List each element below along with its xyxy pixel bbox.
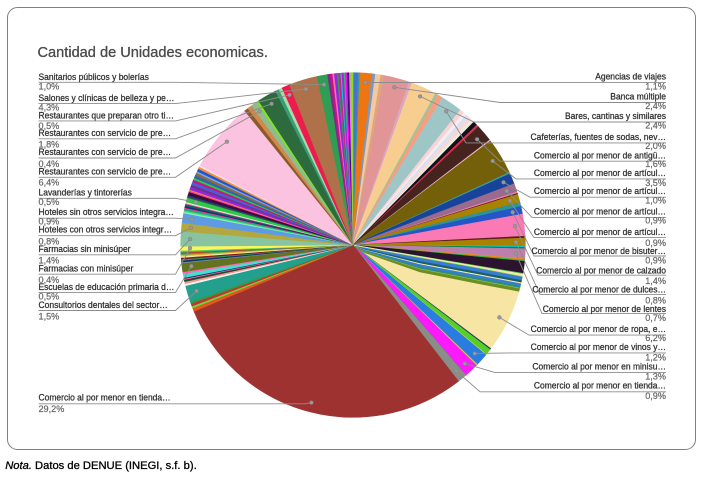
svg-text:1,4%: 1,4% [39, 255, 60, 266]
svg-text:Comercio al por menor de antig: Comercio al por menor de antigü… [534, 151, 666, 162]
svg-text:1,2%: 1,2% [645, 353, 666, 364]
svg-text:0,4%: 0,4% [39, 275, 60, 286]
svg-text:1,8%: 1,8% [39, 140, 60, 151]
svg-text:Comercio al por menor de bisut: Comercio al por menor de bisuter… [532, 246, 667, 257]
svg-text:Restaurantes con servicio de p: Restaurantes con servicio de pre… [39, 147, 172, 158]
svg-text:0,9%: 0,9% [39, 217, 60, 228]
svg-text:Consultorios dentales del sect: Consultorios dentales del sector… [39, 300, 168, 311]
svg-text:0,5%: 0,5% [39, 197, 60, 208]
svg-text:Comercio al por menor de artíc: Comercio al por menor de artícul… [534, 186, 666, 197]
svg-text:0,4%: 0,4% [39, 159, 60, 170]
svg-text:Cafeterías, fuentes de sodas,: Cafeterías, fuentes de sodas, nev… [531, 132, 667, 143]
svg-text:2,0%: 2,0% [645, 141, 666, 152]
svg-text:Hoteles sin otros servicios in: Hoteles sin otros servicios integra… [39, 207, 174, 218]
svg-text:Comercio al por menor de dulce: Comercio al por menor de dulces… [532, 285, 666, 296]
svg-text:Salones y clínicas de belleza: Salones y clínicas de belleza y pe… [39, 93, 175, 104]
svg-text:Comercio al por menor de calza: Comercio al por menor de calzado [536, 265, 666, 276]
svg-text:29,2%: 29,2% [39, 404, 65, 415]
svg-text:0,9%: 0,9% [645, 238, 666, 249]
svg-text:1,1%: 1,1% [645, 82, 666, 93]
svg-text:Comercio al por menor de lente: Comercio al por menor de lentes [543, 304, 666, 315]
svg-text:Restaurantes con servicio de p: Restaurantes con servicio de pre… [39, 128, 172, 139]
svg-text:Cantidad de Unidades economica: Cantidad de Unidades economicas. [38, 45, 268, 61]
svg-text:Comercio al por menor de vinos: Comercio al por menor de vinos y… [531, 342, 666, 353]
svg-text:0,5%: 0,5% [39, 121, 60, 132]
svg-text:1,3%: 1,3% [645, 372, 666, 383]
svg-text:Nota. Datos de DENUE (INEGI, s: Nota. Datos de DENUE (INEGI, s.f. b). [5, 460, 197, 472]
svg-text:Banca múltiple: Banca múltiple [610, 92, 666, 103]
svg-text:2,4%: 2,4% [645, 101, 666, 112]
svg-text:Comercio al por menor en tiend: Comercio al por menor en tienda… [534, 381, 666, 392]
svg-text:0,9%: 0,9% [645, 391, 666, 402]
svg-text:1,5%: 1,5% [39, 312, 60, 323]
svg-text:0,8%: 0,8% [645, 295, 666, 306]
svg-text:Bares, cantinas y similares: Bares, cantinas y similares [565, 111, 666, 122]
svg-text:0,9%: 0,9% [645, 215, 666, 226]
svg-text:0,7%: 0,7% [645, 313, 666, 324]
svg-text:1,6%: 1,6% [645, 159, 666, 170]
svg-text:Escuelas de educación primaria: Escuelas de educación primaria d… [39, 282, 175, 293]
svg-text:Restaurantes con servicio de p: Restaurantes con servicio de pre… [39, 167, 172, 178]
svg-text:0,8%: 0,8% [39, 236, 60, 247]
svg-text:1,0%: 1,0% [39, 81, 60, 92]
svg-text:Farmacias con minisúper: Farmacias con minisúper [39, 264, 135, 275]
svg-text:Farmacias sin minisúper: Farmacias sin minisúper [39, 244, 132, 255]
svg-text:1,4%: 1,4% [645, 276, 666, 287]
svg-text:Comercio al por menor en tiend: Comercio al por menor en tienda… [39, 393, 171, 404]
svg-text:Comercio al por menor de artíc: Comercio al por menor de artícul… [534, 206, 666, 217]
svg-text:3,5%: 3,5% [645, 178, 666, 189]
svg-text:Comercio al por menor de ropa,: Comercio al por menor de ropa, e… [531, 324, 666, 335]
svg-text:6,2%: 6,2% [645, 333, 666, 344]
svg-text:4,3%: 4,3% [39, 103, 60, 114]
svg-text:Sanitarios públicos y bolerías: Sanitarios públicos y bolerías [39, 72, 150, 83]
svg-text:Restaurantes que preparan otro: Restaurantes que preparan otro ti… [39, 110, 175, 121]
svg-text:Comercio al por menor de artíc: Comercio al por menor de artícul… [534, 168, 666, 179]
svg-text:1,0%: 1,0% [645, 196, 666, 207]
svg-text:Hoteles con otros servicios in: Hoteles con otros servicios integr… [39, 225, 173, 236]
svg-text:Comercio al por menor en minis: Comercio al por menor en minisu… [532, 362, 666, 373]
svg-text:6,4%: 6,4% [39, 178, 60, 189]
svg-text:Agencias de viajes: Agencias de viajes [595, 72, 666, 83]
svg-text:Comercio al por menor de artíc: Comercio al por menor de artícul… [534, 227, 666, 238]
svg-text:2,4%: 2,4% [645, 121, 666, 132]
svg-text:Lavanderías y tintorerías: Lavanderías y tintorerías [39, 188, 133, 199]
svg-text:0,5%: 0,5% [39, 292, 60, 303]
svg-text:0,9%: 0,9% [645, 256, 666, 267]
